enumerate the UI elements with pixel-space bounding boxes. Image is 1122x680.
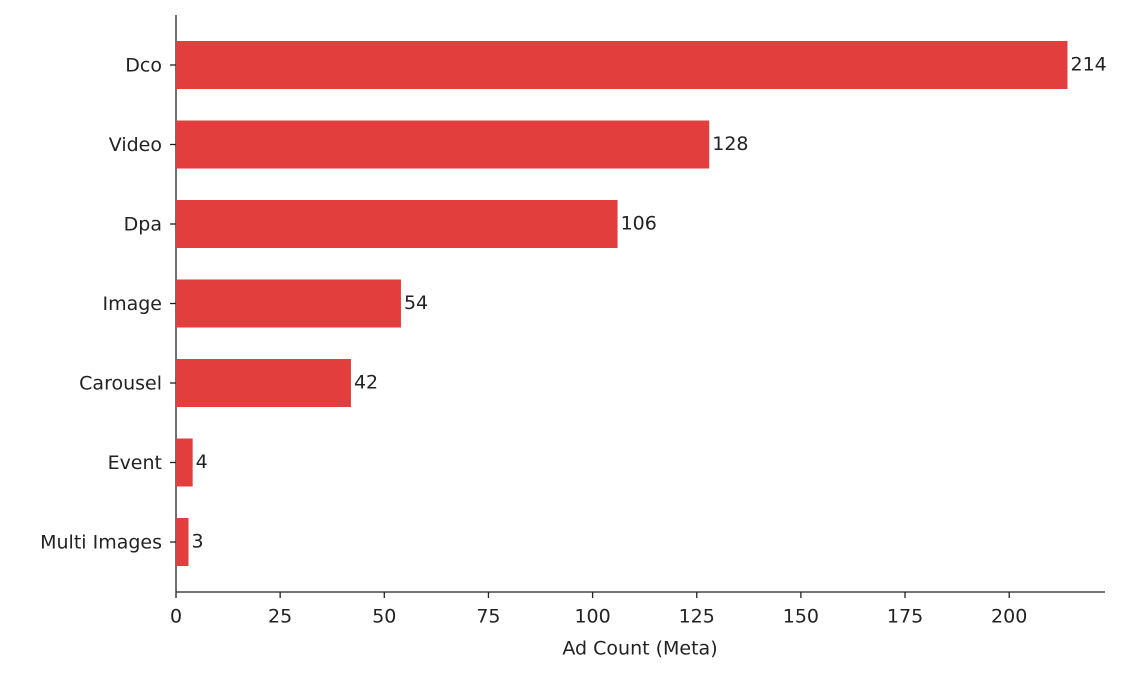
x-tick-label: 150 — [783, 606, 819, 628]
y-tick-label: Event — [108, 452, 162, 474]
x-tick-label: 125 — [679, 606, 715, 628]
x-tick-label: 25 — [268, 606, 292, 628]
x-tick-label: 200 — [991, 606, 1027, 628]
bar — [176, 120, 710, 169]
value-label: 54 — [404, 292, 428, 314]
x-tick-label: 75 — [476, 606, 500, 628]
y-tick-label: Multi Images — [40, 532, 162, 554]
value-label: 4 — [196, 451, 208, 473]
bar — [176, 518, 189, 566]
value-label: 42 — [354, 372, 378, 394]
y-tick-label: Carousel — [79, 373, 162, 395]
bar — [176, 438, 193, 487]
x-tick-label: 175 — [887, 606, 923, 628]
y-tick-label: Video — [109, 134, 162, 156]
x-axis-label: Ad Count (Meta) — [562, 638, 717, 660]
value-label: 3 — [191, 531, 203, 553]
bar — [176, 200, 618, 248]
x-tick-label: 100 — [574, 606, 610, 628]
bar — [176, 41, 1068, 89]
value-label: 106 — [621, 213, 657, 235]
y-tick-label: Dpa — [124, 214, 162, 236]
x-tick-label: 0 — [170, 606, 182, 628]
y-tick-label: Dco — [125, 55, 162, 77]
bar — [176, 359, 351, 407]
value-label: 128 — [712, 133, 748, 155]
x-tick-label: 50 — [372, 606, 396, 628]
y-tick-label: Image — [102, 293, 162, 315]
value-label: 214 — [1071, 54, 1107, 76]
bar — [176, 279, 401, 328]
